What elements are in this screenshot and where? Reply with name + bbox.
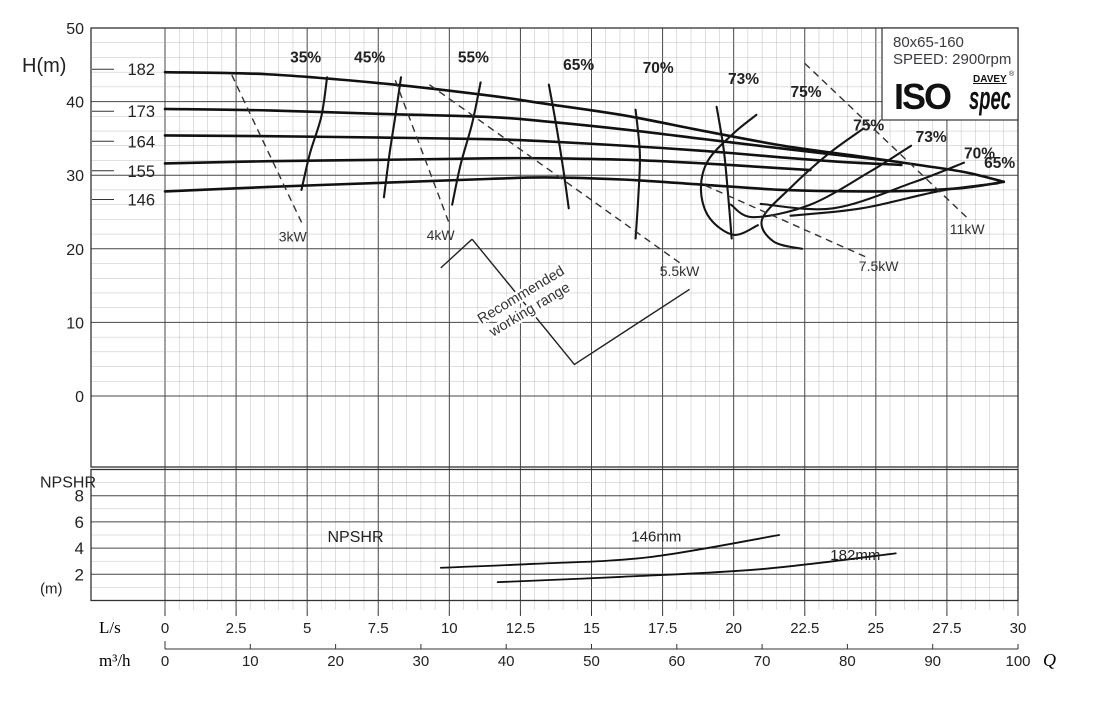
svg-text:7.5kW: 7.5kW [859, 258, 899, 274]
svg-text:3kW: 3kW [279, 228, 308, 244]
svg-text:60: 60 [668, 653, 685, 670]
svg-text:146mm: 146mm [631, 529, 681, 546]
svg-text:5: 5 [303, 620, 311, 637]
svg-text:NPSHR: NPSHR [40, 475, 96, 492]
svg-text:Q: Q [1043, 650, 1056, 670]
svg-text:182mm: 182mm [830, 547, 880, 564]
svg-text:8: 8 [75, 487, 84, 506]
svg-text:30: 30 [1010, 620, 1027, 637]
svg-text:164: 164 [127, 133, 155, 151]
svg-text:H(m): H(m) [22, 55, 66, 77]
svg-text:100: 100 [1005, 653, 1030, 670]
svg-text:(m): (m) [40, 580, 63, 597]
svg-text:30: 30 [413, 653, 430, 670]
svg-text:40: 40 [498, 653, 515, 670]
svg-text:155: 155 [127, 163, 155, 181]
svg-text:182: 182 [127, 61, 155, 79]
svg-text:65%: 65% [984, 155, 1015, 172]
svg-text:22.5: 22.5 [790, 620, 819, 637]
svg-text:80: 80 [839, 653, 856, 670]
svg-text:15: 15 [583, 620, 600, 637]
svg-text:DAVEY: DAVEY [973, 74, 1007, 85]
svg-text:2: 2 [75, 565, 84, 584]
svg-text:6: 6 [75, 513, 84, 532]
svg-text:65%: 65% [563, 57, 594, 74]
svg-text:75%: 75% [853, 117, 884, 134]
svg-text:ISO: ISO [894, 76, 951, 117]
svg-text:10: 10 [242, 653, 259, 670]
svg-text:70%: 70% [643, 60, 674, 77]
svg-text:®: ® [1009, 70, 1015, 78]
svg-text:20: 20 [725, 620, 742, 637]
svg-text:173: 173 [127, 103, 155, 121]
svg-text:35%: 35% [290, 50, 321, 67]
svg-text:m³/h: m³/h [99, 651, 131, 670]
svg-text:0: 0 [161, 620, 169, 637]
svg-text:73%: 73% [916, 129, 947, 146]
svg-text:20: 20 [66, 242, 84, 259]
svg-text:NPSHR: NPSHR [327, 529, 383, 546]
svg-text:50: 50 [583, 653, 600, 670]
svg-text:90: 90 [924, 653, 941, 670]
svg-text:30: 30 [66, 168, 84, 185]
svg-text:70: 70 [754, 653, 771, 670]
svg-text:20: 20 [327, 653, 344, 670]
svg-text:40: 40 [66, 95, 84, 112]
svg-text:75%: 75% [791, 84, 822, 101]
svg-text:50: 50 [66, 21, 84, 38]
svg-text:2.5: 2.5 [226, 620, 247, 637]
svg-text:80x65-160: 80x65-160 [893, 34, 964, 51]
svg-text:0: 0 [75, 389, 84, 406]
svg-text:SPEED: 2900rpm: SPEED: 2900rpm [893, 51, 1011, 68]
svg-text:27.5: 27.5 [932, 620, 961, 637]
svg-text:10: 10 [441, 620, 458, 637]
svg-text:45%: 45% [354, 50, 385, 67]
svg-text:L/s: L/s [99, 618, 121, 637]
svg-text:55%: 55% [458, 50, 489, 67]
svg-text:73%: 73% [728, 71, 759, 88]
svg-text:17.5: 17.5 [648, 620, 677, 637]
svg-text:5.5kW: 5.5kW [660, 263, 700, 279]
svg-text:0: 0 [161, 653, 169, 670]
svg-text:11kW: 11kW [950, 221, 986, 237]
svg-text:spec: spec [969, 80, 1011, 116]
svg-text:7.5: 7.5 [368, 620, 389, 637]
svg-text:12.5: 12.5 [506, 620, 535, 637]
svg-text:10: 10 [66, 315, 84, 332]
svg-text:4kW: 4kW [427, 227, 456, 243]
svg-text:146: 146 [127, 192, 155, 210]
svg-text:4: 4 [75, 539, 84, 558]
svg-text:25: 25 [867, 620, 884, 637]
